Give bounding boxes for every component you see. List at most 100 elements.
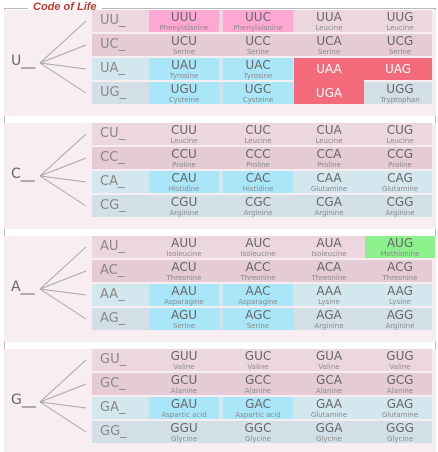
- codon-cell-uac[interactable]: UAC Tyrosine: [223, 58, 293, 80]
- row-background: [92, 373, 432, 395]
- codon-prefix: GG_: [100, 424, 127, 439]
- codon-cell-uau[interactable]: UAU Tyrosine: [149, 58, 219, 80]
- amino-acid-label: Methionine: [380, 250, 420, 258]
- row-background: [92, 236, 432, 258]
- codon-cell-agg[interactable]: AGG Arginine: [365, 308, 435, 331]
- codon-cell-cuc[interactable]: CUC Leucine: [223, 123, 293, 146]
- codon-cell-aac[interactable]: AAC Asparagine: [223, 284, 293, 306]
- codon-cell-cau[interactable]: CAU Histidine: [149, 171, 219, 193]
- amino-acid-label: Alanine: [386, 387, 414, 395]
- codon-cell-gcg[interactable]: GCG Alanine: [365, 373, 435, 396]
- codon-cell-ccu[interactable]: CCU Proline: [149, 147, 219, 170]
- row-background: [92, 34, 432, 56]
- codon-cell-acu[interactable]: ACU Threonine: [149, 260, 219, 283]
- amino-acid-label: Proline: [317, 161, 341, 169]
- codon-cell-guc[interactable]: GUC Valine: [223, 349, 293, 372]
- amino-acid-label: Proline: [172, 161, 196, 169]
- codon-text: GCA: [316, 373, 342, 387]
- codon-cell-ucc[interactable]: UCC Serine: [223, 34, 293, 57]
- branch-lines: [38, 10, 88, 116]
- codon-cell-ugg[interactable]: UGG Tryptophan: [365, 82, 435, 105]
- codon-cell-gga[interactable]: GGA Glycine: [294, 421, 364, 444]
- codon-cell-cgc[interactable]: CGC Arginine: [223, 195, 293, 218]
- codon-text: GCC: [244, 373, 272, 387]
- codon-cell-ucu[interactable]: UCU Serine: [149, 34, 219, 57]
- codon-cell-cga[interactable]: CGA Arginine: [294, 195, 364, 218]
- codon-prefix: UC_: [100, 37, 126, 52]
- codon-cell-ugu[interactable]: UGU Cysteine: [149, 82, 219, 104]
- codon-row-cc: CC_ CCU Proline CCC Proline CCA Proline CCG Prol…: [92, 147, 432, 169]
- codon-cell-uuu[interactable]: UUU Phenylalanine: [149, 10, 219, 32]
- codon-text: UGC: [244, 82, 272, 96]
- codon-cell-cuu[interactable]: CUU Leucine: [149, 123, 219, 146]
- codon-cell-ggg[interactable]: GGG Glycine: [365, 421, 435, 444]
- amino-acid-label: Serine: [317, 48, 341, 56]
- amino-acid-label: Glycine: [315, 435, 343, 443]
- codon-cell-ggu[interactable]: GGU Glycine: [149, 421, 219, 444]
- codon-text: CUU: [171, 123, 197, 137]
- codon-cell-ugc[interactable]: UGC Cysteine: [223, 82, 293, 104]
- codon-cell-acg[interactable]: ACG Threonine: [365, 260, 435, 283]
- codon-text: GAG: [386, 397, 414, 411]
- codon-cell-ggc[interactable]: GGC Glycine: [223, 421, 293, 444]
- amino-acid-label: Arginine: [385, 322, 415, 330]
- codon-cell-uug[interactable]: UUG Leucine: [365, 10, 435, 33]
- codon-cell-gug[interactable]: GUG Valine: [365, 349, 435, 372]
- codon-cell-caa[interactable]: CAA Glutamine: [294, 171, 364, 194]
- codon-cell-uca[interactable]: UCA Serine: [294, 34, 364, 57]
- codon-text: AGC: [245, 308, 271, 322]
- codon-text: GUU: [170, 349, 198, 363]
- codon-cell-uag-stop[interactable]: UAG: [364, 58, 432, 80]
- codon-row-au: AU_ AUU Isoleucine AUC Isoleucine AUA Isoleuci…: [92, 236, 435, 259]
- amino-acid-label: Leucine: [315, 24, 343, 32]
- codon-cell-gac[interactable]: GAC Aspartic acid: [223, 397, 293, 419]
- codon-text: UAG: [384, 62, 412, 76]
- codon-cell-cug[interactable]: CUG Leucine: [365, 123, 435, 146]
- amino-acid-label: Serine: [246, 48, 270, 56]
- codon-cell-ccc[interactable]: CCC Proline: [223, 147, 293, 170]
- codon-cell-cca[interactable]: CCA Proline: [294, 147, 364, 170]
- codon-cell-gcu[interactable]: GCU Alanine: [149, 373, 219, 396]
- codon-cell-aag[interactable]: AAG Lysine: [365, 284, 435, 307]
- codon-cell-uuc[interactable]: UUC Phenylalanine: [223, 10, 293, 32]
- codon-cell-acc[interactable]: ACC Threonine: [223, 260, 293, 283]
- codon-cell-ucg[interactable]: UCG Serine: [365, 34, 435, 57]
- amino-acid-label: Histidine: [168, 185, 200, 193]
- codon-text: AAC: [245, 284, 271, 298]
- codon-cell-cgg[interactable]: CGG Arginine: [365, 195, 435, 218]
- codon-cell-gca[interactable]: GCA Alanine: [294, 373, 364, 396]
- codon-cell-agu[interactable]: AGU Serine: [149, 308, 219, 330]
- codon-cell-aaa[interactable]: AAA Lysine: [294, 284, 364, 307]
- codon-cell-ccg[interactable]: CCG Proline: [365, 147, 435, 170]
- codon-text: GCG: [386, 373, 414, 387]
- codon-cell-agc[interactable]: AGC Serine: [223, 308, 293, 330]
- codon-cell-aua[interactable]: AUA Isoleucine: [294, 236, 364, 259]
- codon-cell-gag[interactable]: GAG Glutamine: [365, 397, 435, 420]
- codon-cell-aga[interactable]: AGA Arginine: [294, 308, 364, 331]
- codon-cell-auc[interactable]: AUC Isoleucine: [223, 236, 293, 259]
- amino-acid-label: Arginine: [314, 322, 344, 330]
- codon-cell-uua[interactable]: UUA Leucine: [294, 10, 364, 33]
- codon-cell-aca[interactable]: ACA Threonine: [294, 260, 364, 283]
- codon-cell-aug[interactable]: AUG Methionine: [365, 236, 435, 258]
- codon-text: CGC: [244, 195, 272, 209]
- codon-cell-gcc[interactable]: GCC Alanine: [223, 373, 293, 396]
- first-base-label: A__: [11, 279, 35, 295]
- codon-row-ag: AG_ AGU Serine AGC Serine AGA Arginine AGG Argin…: [92, 308, 432, 330]
- codon-cell-gaa[interactable]: GAA Glutamine: [294, 397, 364, 420]
- codon-cell-cag[interactable]: CAG Glutamine: [365, 171, 435, 194]
- codon-cell-uaa-stop[interactable]: UAA: [294, 58, 364, 80]
- amino-acid-label: Isoleucine: [311, 250, 347, 258]
- codon-text: UCC: [245, 34, 271, 48]
- codon-cell-auu[interactable]: AUU Isoleucine: [149, 236, 219, 259]
- codon-cell-aau[interactable]: AAU Asparagine: [149, 284, 219, 306]
- codon-cell-guu[interactable]: GUU Valine: [149, 349, 219, 372]
- codon-cell-cua[interactable]: CUA Leucine: [294, 123, 364, 146]
- codon-cell-cgu[interactable]: CGU Arginine: [149, 195, 219, 218]
- amino-acid-label: Lysine: [318, 298, 340, 306]
- codon-text: ACC: [245, 260, 271, 274]
- codon-cell-cac[interactable]: CAC Histidine: [223, 171, 293, 193]
- codon-text: GGC: [244, 421, 272, 435]
- codon-cell-gua[interactable]: GUA Valine: [294, 349, 364, 372]
- codon-cell-gau[interactable]: GAU Aspartic acid: [149, 397, 219, 419]
